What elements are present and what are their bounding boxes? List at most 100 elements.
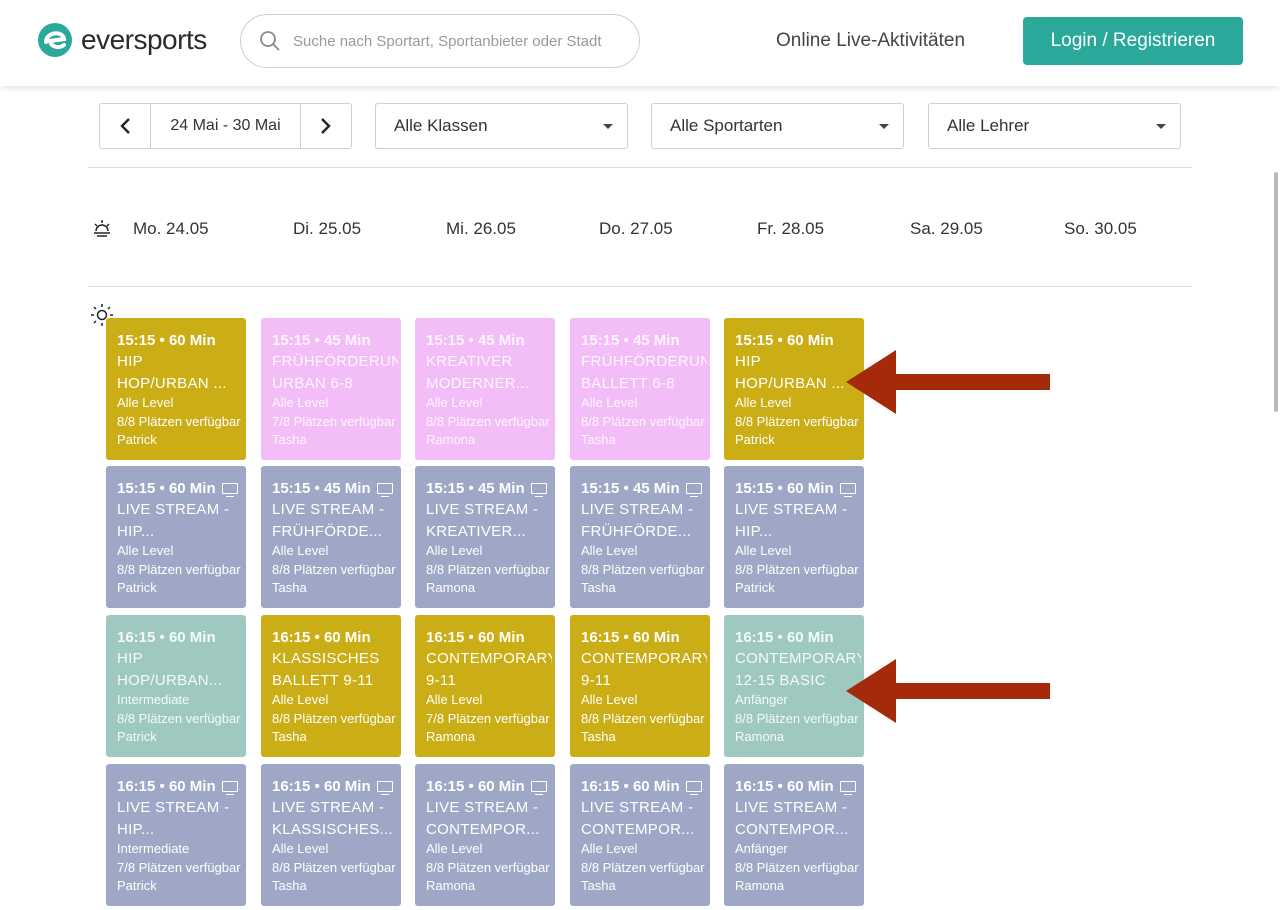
day-header-sun: So. 30.05 (1064, 219, 1137, 238)
card-title-line: KLASSISCHES... (272, 820, 393, 838)
card-level: Anfänger (735, 841, 788, 856)
live-stream-tv-icon (686, 483, 702, 497)
class-card[interactable]: 15:15 • 60 Min LIVE STREAM - HIP... Alle Le… (724, 466, 864, 608)
card-availability: 8/8 Plätzen verfügbar (581, 859, 705, 875)
card-title-line: FRÜHFÖRDE... (272, 522, 383, 540)
class-card[interactable]: 16:15 • 60 Min LIVE STREAM - CONTEMPOR... A… (570, 764, 710, 906)
card-availability: 7/8 Plätzen verfügbar (426, 710, 550, 726)
class-card[interactable]: 16:15 • 60 Min CONTEMPORARY 9-11 Alle Level… (570, 615, 710, 757)
class-card[interactable]: 16:15 • 60 Min LIVE STREAM - KLASSISCHES..… (261, 764, 401, 906)
card-title-line: LIVE STREAM - (735, 799, 848, 816)
search-bar[interactable] (240, 14, 640, 68)
live-stream-tv-icon (222, 781, 238, 795)
sports-select[interactable]: Alle Sportarten (651, 103, 904, 149)
class-card[interactable]: 15:15 • 45 Min LIVE STREAM - KREATIVER... A… (415, 466, 555, 608)
class-card[interactable]: 16:15 • 60 Min LIVE STREAM - CONTEMPOR... A… (415, 764, 555, 906)
card-title-line: MODERNER... (426, 374, 530, 392)
card-teacher: Patrick (735, 432, 775, 447)
card-teacher: Tasha (272, 580, 307, 595)
card-level: Alle Level (426, 543, 483, 558)
card-availability: 8/8 Plätzen verfügbar (735, 710, 859, 726)
caret-down-icon (603, 124, 613, 129)
card-title-line: FRÜHFÖRDE... (581, 522, 692, 540)
card-availability: 8/8 Plätzen verfügbar (581, 710, 705, 726)
class-card[interactable]: 15:15 • 45 Min FRÜHFÖRDERUNG BALLETT 6-8 Al… (570, 318, 710, 460)
card-time: 15:15 • 45 Min (581, 332, 680, 349)
class-card[interactable]: 16:15 • 60 Min KLASSISCHES BALLETT 9-11 All… (261, 615, 401, 757)
card-title-line: 12-15 BASIC (735, 671, 826, 689)
card-availability: 8/8 Plätzen verfügbar (735, 561, 859, 577)
class-card[interactable]: 16:15 • 60 Min LIVE STREAM - HIP... Interme… (106, 764, 246, 906)
card-title-line: HIP (117, 353, 143, 370)
card-availability: 8/8 Plätzen verfügbar (426, 561, 550, 577)
card-title-line: HOP/URBAN... (117, 671, 223, 689)
card-level: Alle Level (117, 395, 174, 410)
card-availability: 8/8 Plätzen verfügbar (426, 859, 550, 875)
card-title-line: CONTEMPORARY (581, 650, 707, 667)
class-card[interactable]: 16:15 • 60 Min CONTEMPORARY 12-15 BASIC Anf… (724, 615, 864, 757)
card-title-line: LIVE STREAM - (426, 799, 539, 816)
classes-select[interactable]: Alle Klassen (375, 103, 628, 149)
previous-week-button[interactable] (100, 104, 151, 148)
class-card[interactable]: 16:15 • 60 Min HIP HOP/URBAN... Intermediat… (106, 615, 246, 757)
card-time: 16:15 • 60 Min (426, 778, 525, 795)
card-title-line: FRÜHFÖRDERUNG (272, 353, 398, 370)
card-title-line: HOP/URBAN ... (735, 374, 845, 392)
teachers-select-value: Alle Lehrer (947, 116, 1030, 135)
class-card[interactable]: 15:15 • 45 Min KREATIVER MODERNER... Alle L… (415, 318, 555, 460)
class-card[interactable]: 15:15 • 45 Min LIVE STREAM - FRÜHFÖRDE... A… (261, 466, 401, 608)
card-title-line: LIVE STREAM - (581, 501, 694, 518)
eversports-logo-icon (38, 23, 72, 57)
search-icon (260, 31, 280, 51)
sports-select-value: Alle Sportarten (670, 116, 783, 135)
card-level: Intermediate (117, 692, 190, 707)
live-stream-tv-icon (377, 781, 393, 795)
card-teacher: Patrick (735, 580, 775, 595)
card-title-line: URBAN 6-8 (272, 374, 354, 392)
page-scrollbar[interactable] (1274, 172, 1278, 412)
card-level: Alle Level (735, 543, 792, 558)
card-title-line: HOP/URBAN ... (117, 374, 227, 392)
card-availability: 8/8 Plätzen verfügbar (735, 859, 859, 875)
card-level: Alle Level (426, 692, 483, 707)
date-range-label: 24 Mai - 30 Mai (170, 117, 281, 134)
card-level: Intermediate (117, 841, 190, 856)
class-card[interactable]: 15:15 • 45 Min LIVE STREAM - FRÜHFÖRDE... A… (570, 466, 710, 608)
divider (88, 286, 1192, 287)
card-teacher: Ramona (426, 878, 476, 893)
card-title-line: HIP (117, 650, 143, 667)
card-teacher: Tasha (581, 432, 616, 447)
class-card[interactable]: 15:15 • 45 Min FRÜHFÖRDERUNG URBAN 6-8 Alle… (261, 318, 401, 460)
chevron-left-icon (120, 118, 130, 134)
card-time: 16:15 • 60 Min (426, 629, 525, 646)
sunrise-icon (94, 220, 110, 237)
caret-down-icon (879, 124, 889, 129)
card-teacher: Ramona (426, 729, 476, 744)
card-title-line: HIP... (117, 820, 155, 838)
card-teacher: Patrick (117, 580, 157, 595)
class-card[interactable]: 15:15 • 60 Min HIP HOP/URBAN ... Alle Level… (106, 318, 246, 460)
card-title-line: CONTEMPOR... (735, 820, 849, 838)
day-header-tue: Di. 25.05 (293, 219, 362, 238)
divider (88, 167, 1192, 168)
card-teacher: Tasha (272, 729, 307, 744)
class-card[interactable]: 15:15 • 60 Min HIP HOP/URBAN ... Alle Level… (724, 318, 864, 460)
class-card[interactable]: 15:15 • 60 Min LIVE STREAM - HIP... Alle Le… (106, 466, 246, 608)
login-register-button[interactable]: Login / Registrieren (1023, 17, 1243, 65)
eversports-logo[interactable]: eversports (37, 22, 207, 58)
next-week-button[interactable] (300, 104, 351, 148)
class-card[interactable]: 16:15 • 60 Min LIVE STREAM - CONTEMPOR... A… (724, 764, 864, 906)
online-live-activities-link[interactable]: Online Live-Aktivitäten (776, 30, 966, 51)
card-title-line: BALLETT 9-11 (272, 671, 374, 689)
card-teacher: Patrick (117, 878, 157, 893)
card-teacher: Tasha (581, 729, 616, 744)
search-input[interactable] (291, 31, 635, 51)
card-level: Anfänger (735, 692, 788, 707)
card-time: 16:15 • 60 Min (581, 778, 680, 795)
card-teacher: Tasha (272, 878, 307, 893)
day-header-wed: Mi. 26.05 (446, 219, 516, 238)
card-level: Alle Level (272, 543, 329, 558)
teachers-select[interactable]: Alle Lehrer (928, 103, 1181, 149)
class-card[interactable]: 16:15 • 60 Min CONTEMPORARY 9-11 Alle Level… (415, 615, 555, 757)
live-stream-tv-icon (840, 781, 856, 795)
